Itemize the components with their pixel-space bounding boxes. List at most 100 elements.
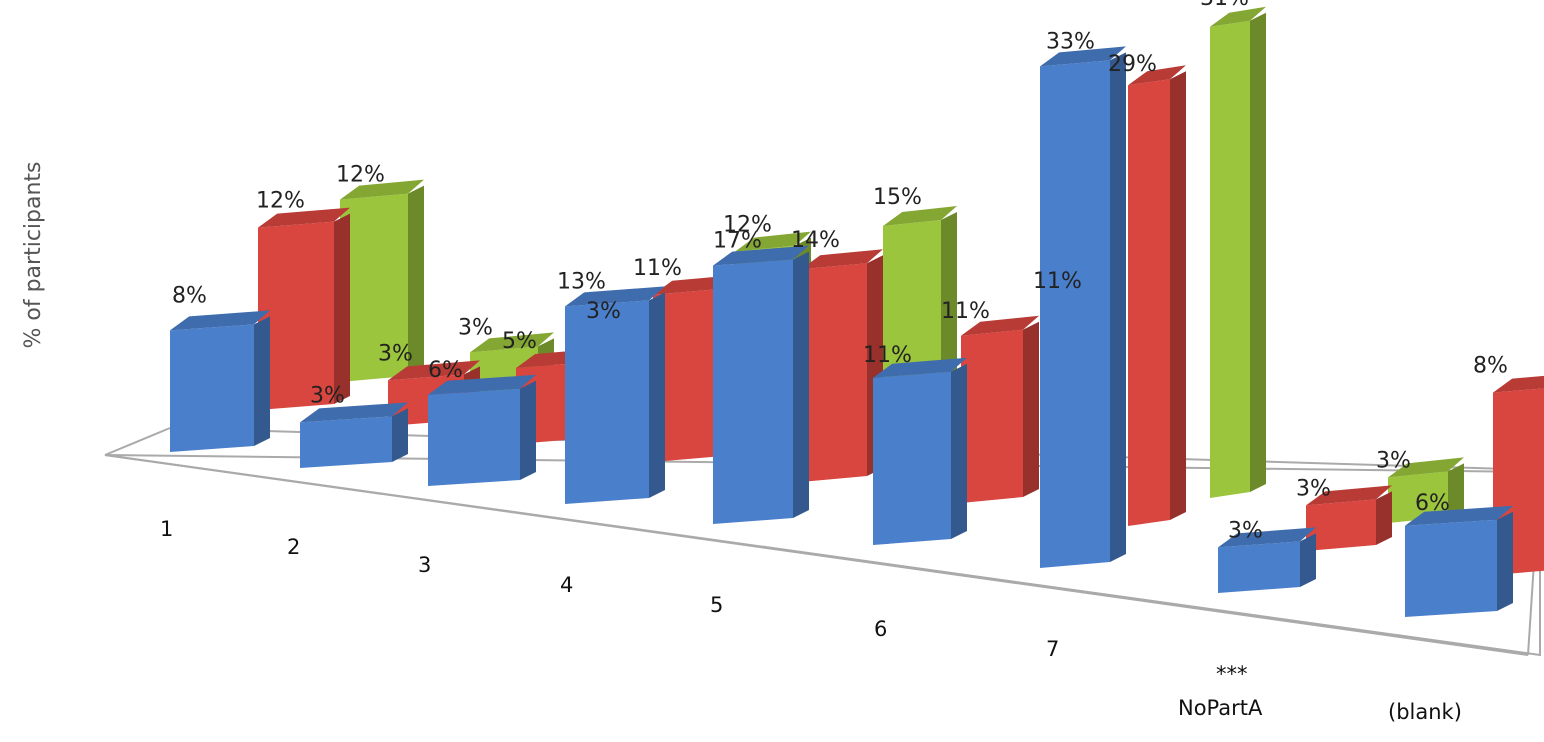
bar-side-face xyxy=(649,292,665,498)
bar-front-face xyxy=(873,371,951,545)
data-label-red-6: 11% xyxy=(941,299,990,324)
bar-green-8 xyxy=(1388,457,1464,523)
bar-blue-5 xyxy=(713,245,809,524)
bar-blue-3 xyxy=(428,374,536,486)
bar-top-face xyxy=(565,286,665,307)
data-label-red-1: 12% xyxy=(256,189,305,214)
bar-front-face xyxy=(961,329,1023,503)
bar-green-7 xyxy=(1210,6,1266,499)
bar-top-face xyxy=(1040,46,1126,67)
bar-red-7 xyxy=(1128,65,1186,526)
category-label-9: (blank) xyxy=(1388,700,1462,724)
bar-top-face xyxy=(713,245,809,266)
bar-side-face xyxy=(1023,321,1039,497)
bar-side-face xyxy=(951,363,967,539)
bar-side-face xyxy=(392,408,408,462)
bar-front-face xyxy=(1306,499,1376,551)
data-label-blue-1: 8% xyxy=(172,283,207,308)
data-label-green-1: 12% xyxy=(336,163,385,188)
bar-front-face xyxy=(258,221,334,410)
data-label-green-4: 12% xyxy=(723,213,772,238)
data-label-red-8: 3% xyxy=(1296,476,1331,501)
bar-side-face xyxy=(793,251,809,518)
data-label-green-5: 15% xyxy=(873,185,922,210)
bar-front-face xyxy=(801,263,867,482)
data-label-blue-8: 3% xyxy=(1228,518,1263,543)
bar-blue-8 xyxy=(1218,527,1316,593)
bar-top-face xyxy=(340,179,424,200)
bar-top-face xyxy=(1306,485,1392,506)
bar-top-face xyxy=(883,206,957,226)
data-label-red-5: 14% xyxy=(791,228,840,253)
category-label-6: 6 xyxy=(874,617,887,641)
bar-red-1 xyxy=(258,207,350,410)
category-label-3: 3 xyxy=(418,553,431,577)
bar-top-face xyxy=(801,249,883,270)
category-label-2: 2 xyxy=(287,535,300,559)
data-label-blue-2: 3% xyxy=(310,383,345,408)
bar-top-face xyxy=(873,357,967,378)
category-labels-group: 1 2 3 4 5 6 7 *** NoPartA (blank) xyxy=(160,517,1462,724)
bar-blue-7 xyxy=(1040,46,1126,569)
category-label-8-line1: *** xyxy=(1216,662,1248,686)
bar-front-face xyxy=(428,388,520,486)
category-label-4: 4 xyxy=(560,573,573,597)
data-label-blue-9: 6% xyxy=(1415,491,1450,516)
bar-side-face xyxy=(1110,52,1126,563)
data-label-green-2: 3% xyxy=(458,315,493,340)
bar-top-face xyxy=(1210,6,1266,27)
bar-blue-4 xyxy=(565,286,665,504)
bar-front-face xyxy=(1405,519,1497,617)
bar-front-face xyxy=(713,259,793,524)
bar-top-face xyxy=(1493,375,1544,393)
bar-top-face xyxy=(258,207,350,228)
data-label-green-6: 11% xyxy=(1033,269,1082,294)
bar-side-face xyxy=(1250,12,1266,493)
bar-top-face xyxy=(428,374,536,395)
bar-side-face xyxy=(1448,463,1464,517)
bar-front-face xyxy=(340,193,408,382)
data-label-red-4: 11% xyxy=(633,256,682,281)
bar-blue-2 xyxy=(300,402,408,468)
data-labels-group: 12%3%3%12%15%11%31%3%12%12%3%5%11%14%11%… xyxy=(172,0,1508,543)
bar-red-8 xyxy=(1306,485,1392,551)
bar-front-face xyxy=(1210,20,1250,499)
data-label-green-7: 31% xyxy=(1200,0,1249,11)
floor-front-line xyxy=(104,454,1529,656)
bar-top-face xyxy=(300,402,408,423)
data-label-blue-4: 13% xyxy=(557,269,606,294)
bar-top-face xyxy=(735,231,811,252)
data-label-blue-6: 11% xyxy=(863,343,912,368)
bar-top-face xyxy=(388,360,480,381)
bar-front-face xyxy=(1128,79,1170,526)
bar-top-face xyxy=(1405,505,1513,526)
bar-top-face xyxy=(1388,457,1464,478)
bar-side-face xyxy=(1300,533,1316,587)
bar-top-face xyxy=(961,315,1039,336)
data-label-blue-3: 6% xyxy=(428,358,463,383)
data-label-green-3: 3% xyxy=(586,299,621,324)
bar-top-face xyxy=(1218,527,1316,548)
bar-side-face xyxy=(1497,511,1513,611)
bar-top-face xyxy=(170,310,270,331)
category-label-7: 7 xyxy=(1046,637,1059,661)
data-label-blue-5: 17% xyxy=(713,229,762,254)
bar-front-face xyxy=(170,324,254,452)
floor-back-edge xyxy=(104,427,171,456)
bar-side-face xyxy=(334,213,350,404)
data-label-red-3: 5% xyxy=(502,329,537,354)
bar-blue-6 xyxy=(873,357,967,545)
bar-side-face xyxy=(1170,71,1186,520)
y-axis-label: % of participants xyxy=(21,161,46,348)
data-label-blue-7: 33% xyxy=(1046,29,1095,54)
data-label-green-8: 3% xyxy=(1376,448,1411,473)
category-label-1: 1 xyxy=(160,517,173,541)
category-label-8-line2: NoPartA xyxy=(1178,696,1263,720)
bar-side-face xyxy=(254,316,270,446)
bar-red-6 xyxy=(961,315,1039,503)
bar-front-face xyxy=(300,416,392,468)
bar-side-face xyxy=(520,380,536,480)
bar-blue-9 xyxy=(1405,505,1513,617)
bar-front-face xyxy=(1040,60,1110,569)
data-label-red-7: 29% xyxy=(1108,52,1157,77)
